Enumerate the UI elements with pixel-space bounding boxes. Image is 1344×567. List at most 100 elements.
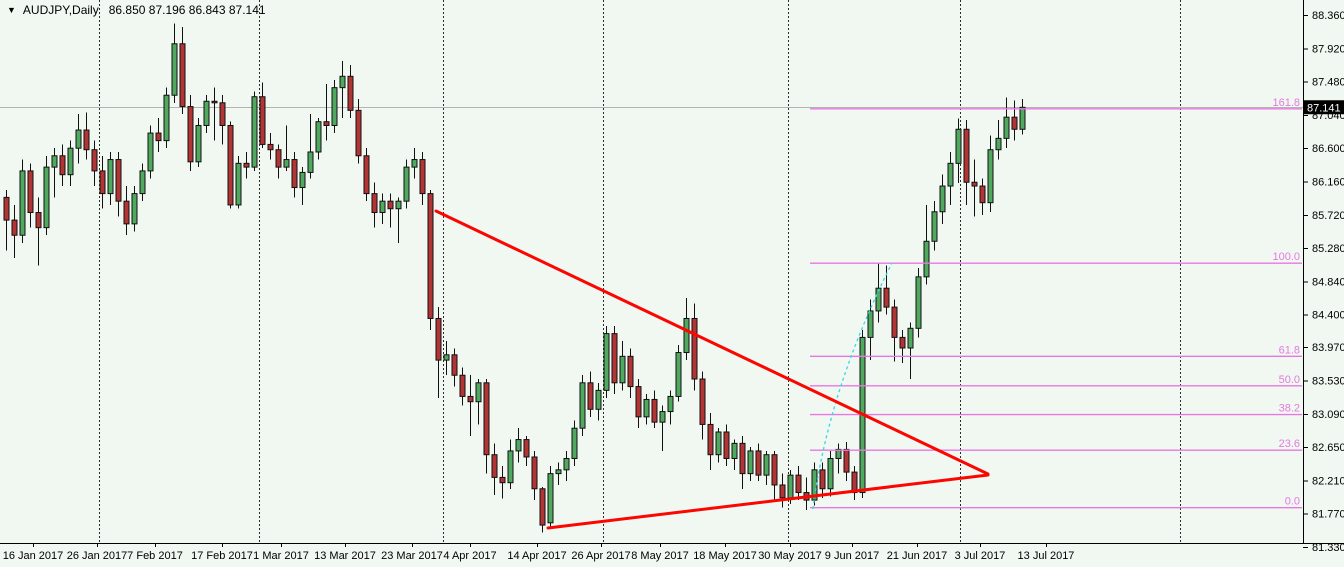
candle-body — [11, 219, 18, 236]
candle-body — [627, 355, 634, 388]
trend-line — [546, 473, 990, 530]
ohlc-readout: 86.850 87.196 86.843 87.141 — [108, 3, 266, 17]
candle-body — [667, 395, 674, 413]
date-axis-label: 7 Feb 2017 — [127, 550, 183, 562]
candle-body — [443, 354, 450, 361]
candle-body — [819, 469, 826, 490]
candle-body — [723, 431, 730, 459]
candle-body — [251, 96, 258, 168]
fib-level-label: 23.6 — [1279, 438, 1300, 450]
candle-body — [763, 454, 770, 476]
candle-body — [747, 450, 754, 475]
candle-body — [787, 474, 794, 499]
price-axis-label: 86.160 — [1312, 176, 1344, 188]
price-axis[interactable] — [1304, 0, 1344, 543]
candle-body — [195, 124, 202, 163]
candle-body — [995, 137, 1002, 151]
candle-body — [659, 411, 666, 423]
candle-body — [259, 96, 266, 145]
candle-body — [1003, 116, 1010, 139]
candle-body — [483, 382, 490, 456]
date-axis-label: 14 Apr 2017 — [507, 550, 566, 562]
candle-body — [75, 129, 82, 149]
candle-body — [91, 149, 98, 172]
price-axis-label: 85.720 — [1312, 210, 1344, 222]
candle-body — [923, 240, 930, 278]
candle-body — [107, 159, 114, 195]
candle-body — [355, 109, 362, 157]
candle-body — [171, 43, 178, 96]
date-axis-label: 26 Apr 2017 — [571, 550, 630, 562]
price-axis-label: 81.330 — [1312, 542, 1344, 554]
candle-body — [475, 382, 482, 403]
price-axis-label: 87.920 — [1312, 43, 1344, 55]
candle-body — [59, 155, 66, 176]
candle-body — [587, 382, 594, 410]
candle-body — [235, 162, 242, 206]
candle-body — [883, 287, 890, 308]
price-axis-label: 83.090 — [1312, 409, 1344, 421]
dropdown-arrow-icon: ▼ — [7, 5, 16, 15]
candle-body — [99, 170, 106, 195]
candle-body — [499, 476, 506, 484]
candle-body — [27, 170, 34, 214]
date-axis-label: 23 Mar 2017 — [381, 550, 443, 562]
candle-body — [115, 159, 122, 202]
candle-body — [379, 200, 386, 214]
candle-body — [147, 132, 154, 172]
candle-body — [435, 317, 442, 361]
candle-body — [187, 106, 194, 163]
price-axis-label: 85.280 — [1312, 243, 1344, 255]
candle-body — [523, 439, 530, 458]
date-axis-label: 30 May 2017 — [758, 550, 822, 562]
candle-body — [19, 170, 26, 236]
date-axis-label: 21 Jun 2017 — [887, 550, 948, 562]
candle-body — [395, 200, 402, 210]
candle-body — [875, 287, 882, 312]
candle-body — [123, 200, 130, 225]
fib-level-label: 38.2 — [1279, 403, 1300, 415]
fib-level-label: 0.0 — [1285, 496, 1300, 508]
price-axis-label: 82.650 — [1312, 442, 1344, 454]
candle-body — [715, 431, 722, 456]
candle-body — [835, 448, 842, 459]
date-axis-label: 4 Apr 2017 — [443, 550, 496, 562]
candle-body — [643, 398, 650, 418]
price-axis-label: 88.360 — [1312, 10, 1344, 22]
candle-body — [363, 155, 370, 195]
price-axis-label: 83.970 — [1312, 342, 1344, 354]
candle-body — [451, 354, 458, 376]
candle-body — [547, 473, 554, 524]
candle-body — [51, 155, 58, 168]
candle-body — [891, 306, 898, 338]
candle-body — [731, 442, 738, 459]
candle-body — [219, 102, 226, 126]
candle-body — [339, 75, 346, 89]
price-axis-label: 83.530 — [1312, 376, 1344, 388]
candle-body — [755, 450, 762, 476]
date-axis-label: 16 Jan 2017 — [3, 550, 64, 562]
symbol-label: AUDJPY,Daily — [22, 3, 99, 17]
candle-body — [515, 439, 522, 452]
candle-body — [795, 474, 802, 494]
candle-body — [307, 151, 314, 173]
candle-body — [531, 456, 538, 490]
candle-body — [899, 336, 906, 349]
fib-level-label: 100.0 — [1272, 251, 1300, 263]
candle-body — [955, 128, 962, 164]
date-axis-label: 26 Jan 2017 — [67, 550, 128, 562]
date-axis-label: 13 Jul 2017 — [1018, 550, 1075, 562]
candle-body — [779, 484, 786, 499]
candle-body — [555, 469, 562, 475]
candle-body — [707, 423, 714, 456]
candle-body — [427, 193, 434, 319]
time-axis[interactable] — [0, 544, 1344, 567]
candle-body — [131, 193, 138, 225]
candle-body — [155, 132, 162, 142]
candle-body — [603, 333, 610, 391]
price-axis-label: 86.600 — [1312, 143, 1344, 155]
candle-body — [299, 171, 306, 189]
candle-body — [907, 327, 914, 349]
